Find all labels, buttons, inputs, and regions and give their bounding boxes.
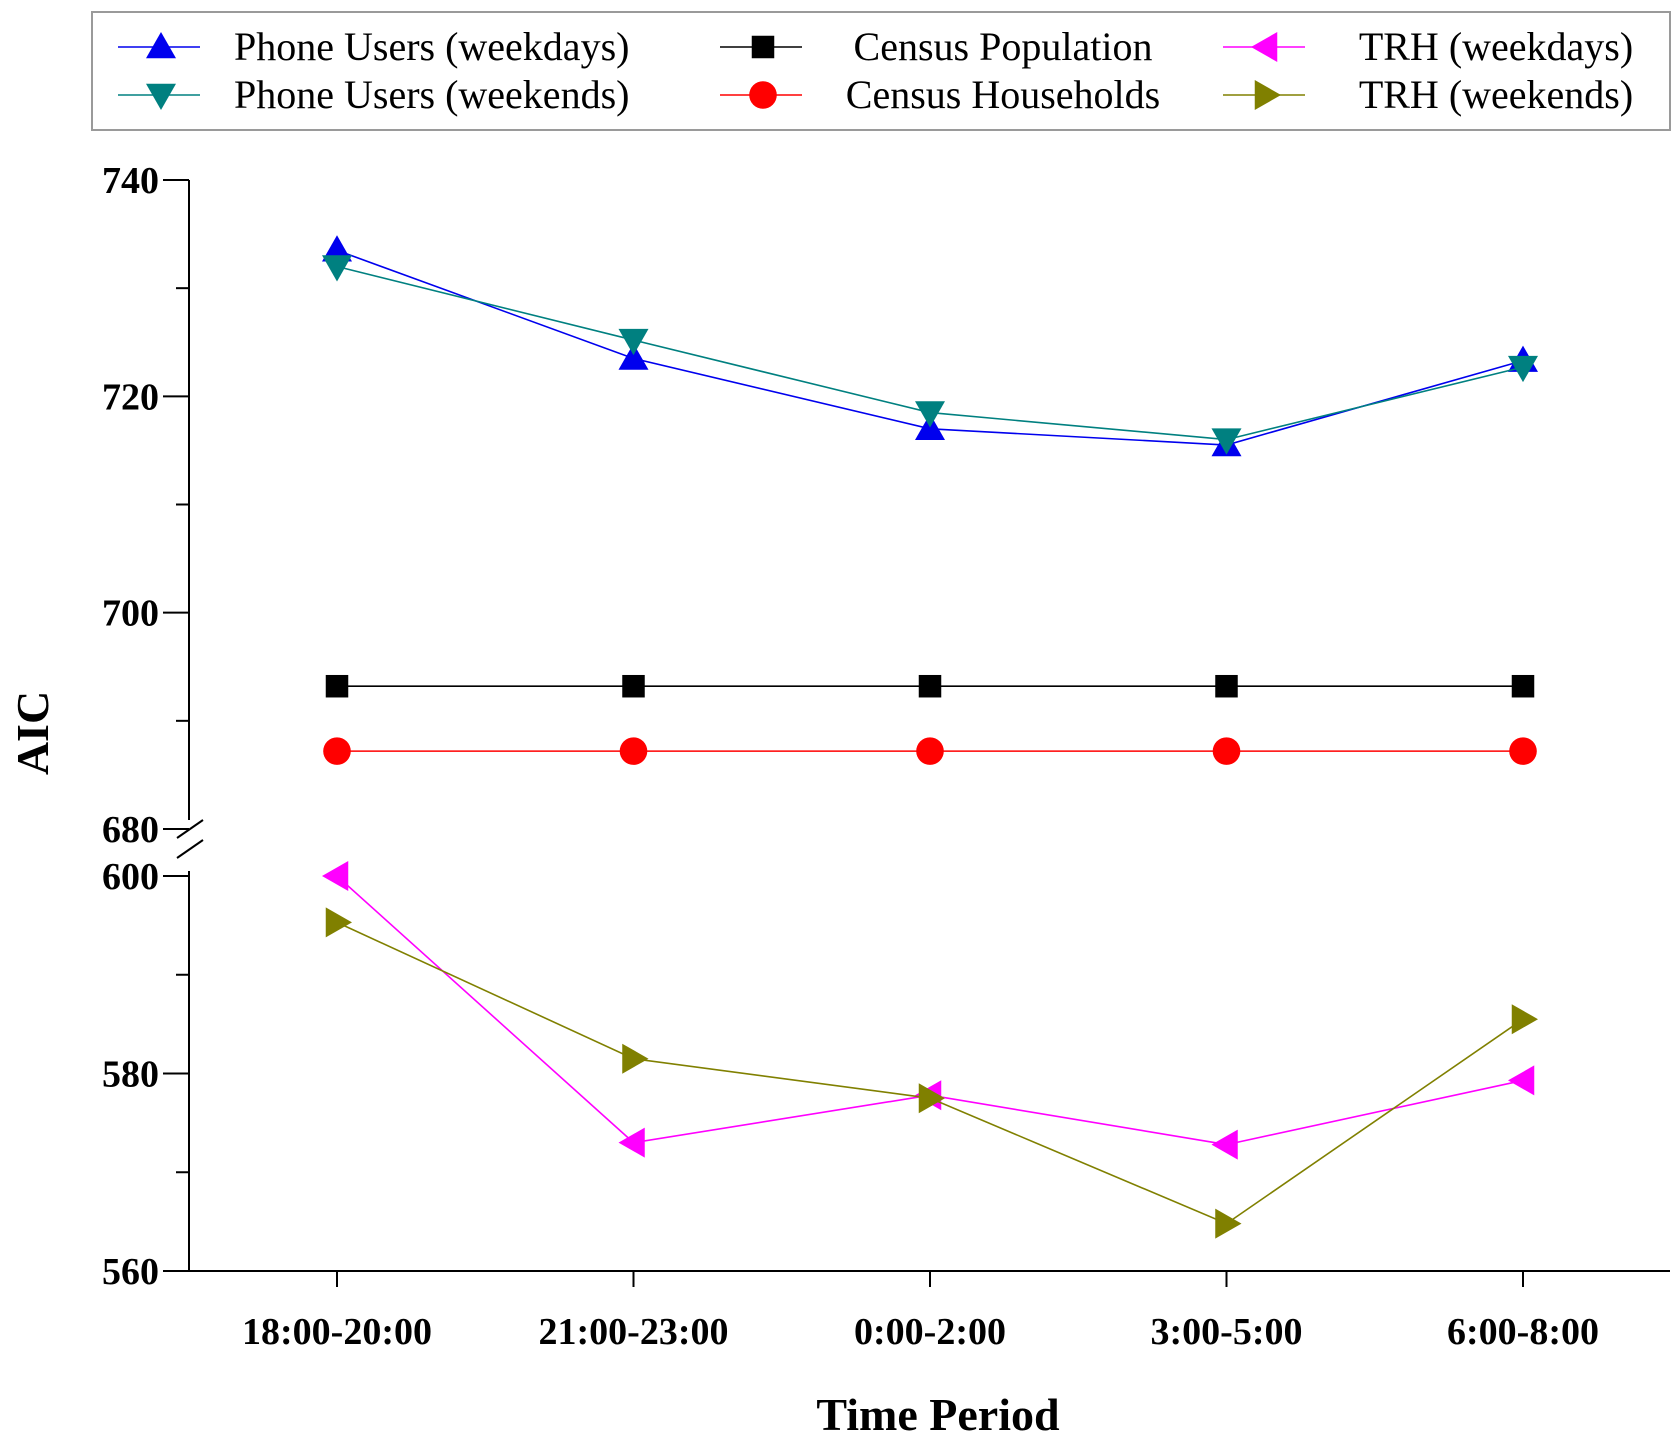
series-5 xyxy=(325,907,1538,1239)
series-layer xyxy=(322,235,1538,1239)
y-axis-title: AIC xyxy=(7,691,58,775)
data-point xyxy=(1211,1129,1238,1160)
data-point xyxy=(618,328,649,356)
data-point xyxy=(1508,1065,1535,1096)
legend-label: TRH (weekdays) xyxy=(1359,24,1633,69)
data-point xyxy=(323,737,351,765)
data-point xyxy=(619,737,648,765)
y-tick-label: 580 xyxy=(102,1054,159,1096)
data-point xyxy=(325,674,349,698)
data-point xyxy=(1511,674,1535,698)
legend-item: Census Population xyxy=(720,24,1152,69)
data-point xyxy=(618,343,649,370)
data-point xyxy=(918,674,942,698)
legend-item: Phone Users (weekends) xyxy=(118,72,629,117)
legend-item: Phone Users (weekdays) xyxy=(118,24,629,69)
data-point xyxy=(622,1043,649,1074)
data-point xyxy=(918,1083,945,1114)
data-point xyxy=(1215,674,1238,698)
axis-break-marks xyxy=(176,819,204,859)
y-tick-label: 740 xyxy=(102,160,159,202)
data-point xyxy=(322,235,352,262)
y-tick-label: 560 xyxy=(102,1251,159,1293)
data-point xyxy=(618,1127,645,1158)
legend-marker xyxy=(1254,80,1281,110)
x-tick-label: 0:00-2:00 xyxy=(854,1311,1006,1353)
data-point xyxy=(1211,428,1242,455)
legend-label: Phone Users (weekdays) xyxy=(234,24,629,69)
data-point xyxy=(325,907,352,938)
legend-box xyxy=(91,11,1671,131)
y-tick-label: 720 xyxy=(102,376,159,418)
legend-marker xyxy=(146,83,176,110)
legend-marker xyxy=(146,32,176,59)
legend-item: TRH (weekends) xyxy=(1223,72,1633,117)
data-point xyxy=(1509,737,1537,765)
series-line xyxy=(336,921,1524,1225)
x-tick-label: 21:00-23:00 xyxy=(539,1311,729,1353)
legend: Phone Users (weekdays)Phone Users (weeke… xyxy=(91,11,1671,131)
legend-item: Census Households xyxy=(720,72,1160,117)
x-ticks: 18:00-20:00 21:00-23:00 0:00-2:00 3:00-5:00… xyxy=(242,1271,1599,1353)
legend-label: Census Population xyxy=(854,24,1153,69)
series-2 xyxy=(325,674,1535,698)
data-point xyxy=(1212,737,1241,765)
y-tick-label: 680 xyxy=(102,809,159,851)
data-point xyxy=(1511,1004,1538,1035)
legend-label: Phone Users (weekends) xyxy=(234,72,629,117)
x-tick-label: 18:00-20:00 xyxy=(242,1311,432,1353)
y-ticks: 560 580 600 680 700 720 740 xyxy=(102,160,189,1293)
legend-marker xyxy=(749,81,777,109)
series-1 xyxy=(322,255,1538,455)
data-point xyxy=(622,674,645,698)
x-tick-label: 3:00-5:00 xyxy=(1151,1311,1303,1353)
x-tick-label: 6:00-8:00 xyxy=(1447,1311,1599,1353)
y-tick-label: 600 xyxy=(102,856,159,898)
data-point xyxy=(1215,1208,1242,1239)
x-axis-title: Time Period xyxy=(816,1389,1060,1440)
series-4 xyxy=(322,861,1535,1160)
legend-item: TRH (weekdays) xyxy=(1223,24,1633,69)
data-point xyxy=(322,255,352,282)
data-point xyxy=(322,861,349,891)
legend-marker xyxy=(751,35,775,59)
y-tick-label: 700 xyxy=(102,593,159,635)
legend-label: TRH (weekends) xyxy=(1359,72,1633,117)
legend-label: Census Households xyxy=(846,72,1160,117)
series-3 xyxy=(323,737,1537,765)
data-point xyxy=(915,401,945,428)
data-point xyxy=(916,737,944,765)
data-point xyxy=(1508,355,1538,383)
legend-marker xyxy=(1251,32,1278,62)
